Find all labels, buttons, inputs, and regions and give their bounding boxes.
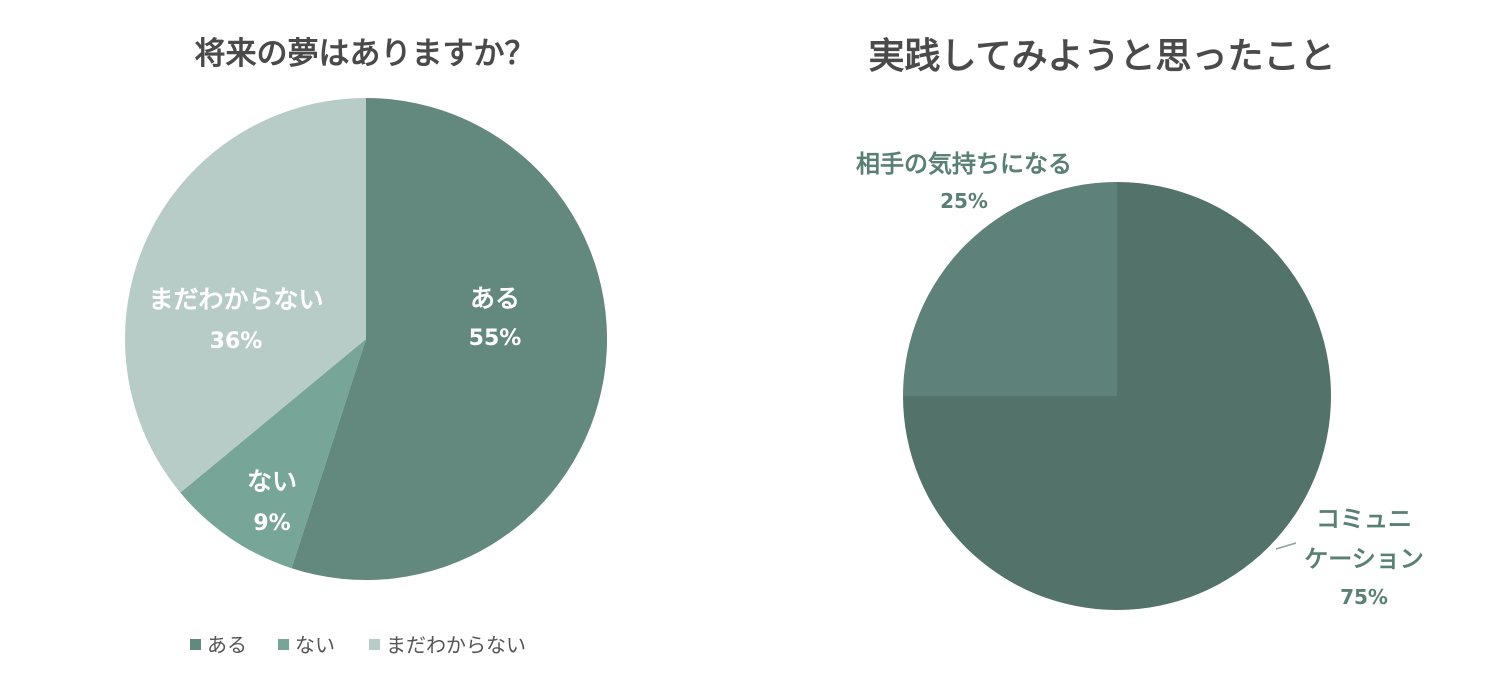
slice-label-aite: 相手の気持ちになる — [856, 150, 1072, 178]
chart-dream-slice-label-madawakaranai: まだわからない 36% — [148, 285, 323, 354]
chart-practice-slices — [903, 182, 1331, 610]
slice-value-madawakaranai: 36% — [210, 329, 263, 354]
chart-dream-slices — [125, 98, 608, 580]
chart-dream-slice-label-aru: ある 55% — [469, 284, 522, 351]
chart-dream-slice-label-nai: ない 9% — [247, 467, 297, 536]
slice-label-aru: ある — [470, 284, 520, 313]
chart-practice-slice-label-aite: 相手の気持ちになる 25% — [856, 150, 1072, 213]
chart-dream-legend: ある ない まだわからない — [190, 633, 526, 657]
legend-label-nai: ない — [295, 633, 335, 657]
chart-practice-slice-label-communication: コミュニ ケーション 75% — [1275, 505, 1424, 609]
legend-swatch-madawakaranai — [369, 639, 380, 650]
chart-dream-title: 将来の夢はありますか？ — [195, 36, 536, 72]
slice-label-madawakaranai: まだわからない — [148, 285, 323, 314]
legend-swatch-nai — [278, 639, 289, 650]
chart-dream-slice-nai — [180, 339, 366, 569]
chart-practice: 実践してみようと思ったこと コミュニ ケーション 75% 相手の気持ちになる 2… — [856, 36, 1424, 610]
chart-practice-slice-aite — [903, 182, 1117, 396]
legend-swatch-aru — [190, 639, 201, 650]
chart-dream-slice-aru — [291, 98, 608, 580]
slice-label-nai: ない — [247, 467, 297, 496]
leader-line-communication — [1275, 542, 1297, 550]
slice-label-communication-line1: コミュニ — [1316, 505, 1412, 533]
legend-label-aru: ある — [207, 633, 247, 657]
slice-value-nai: 9% — [253, 511, 290, 536]
chart-dream-slice-madawakaranai — [125, 98, 367, 493]
chart-dream: 将来の夢はありますか？ ある 55% ない 9% まだわからない 36% ある … — [125, 36, 608, 657]
legend-label-madawakaranai: まだわからない — [386, 633, 526, 657]
slice-value-communication: 75% — [1340, 585, 1388, 609]
chart-practice-title: 実践してみようと思ったこと — [869, 36, 1336, 77]
slice-value-aru: 55% — [469, 326, 522, 351]
slice-label-communication-line2: ケーション — [1304, 545, 1424, 573]
slice-value-aite: 25% — [940, 189, 988, 213]
